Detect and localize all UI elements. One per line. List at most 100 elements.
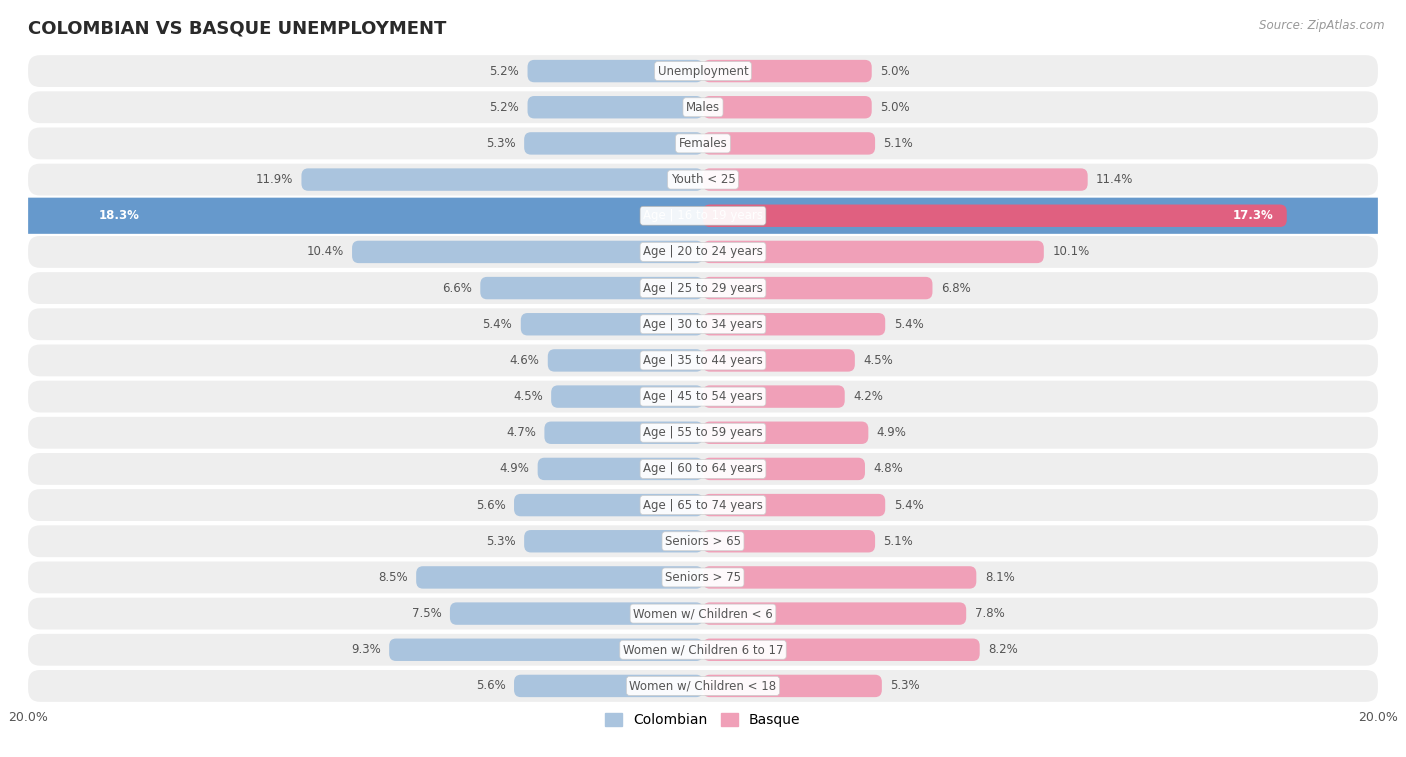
Text: 5.1%: 5.1% (883, 534, 914, 548)
FancyBboxPatch shape (28, 198, 1378, 234)
Text: Age | 65 to 74 years: Age | 65 to 74 years (643, 499, 763, 512)
Text: Women w/ Children 6 to 17: Women w/ Children 6 to 17 (623, 643, 783, 656)
Text: Source: ZipAtlas.com: Source: ZipAtlas.com (1260, 19, 1385, 32)
FancyBboxPatch shape (481, 277, 703, 299)
Text: 8.2%: 8.2% (988, 643, 1018, 656)
Text: Age | 60 to 64 years: Age | 60 to 64 years (643, 463, 763, 475)
Text: Unemployment: Unemployment (658, 64, 748, 77)
FancyBboxPatch shape (28, 525, 1378, 557)
FancyBboxPatch shape (703, 349, 855, 372)
Text: 4.7%: 4.7% (506, 426, 536, 439)
Text: Age | 55 to 59 years: Age | 55 to 59 years (643, 426, 763, 439)
Text: 11.4%: 11.4% (1097, 173, 1133, 186)
FancyBboxPatch shape (703, 639, 980, 661)
FancyBboxPatch shape (28, 164, 1378, 195)
Text: 5.4%: 5.4% (482, 318, 512, 331)
Text: Age | 35 to 44 years: Age | 35 to 44 years (643, 354, 763, 367)
Text: Age | 45 to 54 years: Age | 45 to 54 years (643, 390, 763, 403)
Text: 5.4%: 5.4% (894, 318, 924, 331)
FancyBboxPatch shape (703, 458, 865, 480)
Text: 10.1%: 10.1% (1052, 245, 1090, 258)
Text: Age | 25 to 29 years: Age | 25 to 29 years (643, 282, 763, 294)
FancyBboxPatch shape (703, 204, 1286, 227)
Text: Seniors > 75: Seniors > 75 (665, 571, 741, 584)
FancyBboxPatch shape (703, 566, 976, 589)
FancyBboxPatch shape (527, 96, 703, 118)
Text: 4.5%: 4.5% (513, 390, 543, 403)
Text: 18.3%: 18.3% (98, 209, 139, 223)
Text: 5.0%: 5.0% (880, 101, 910, 114)
Text: 6.6%: 6.6% (441, 282, 472, 294)
Text: 5.3%: 5.3% (890, 680, 920, 693)
FancyBboxPatch shape (86, 204, 703, 227)
Text: COLOMBIAN VS BASQUE UNEMPLOYMENT: COLOMBIAN VS BASQUE UNEMPLOYMENT (28, 20, 447, 38)
Text: 4.6%: 4.6% (509, 354, 540, 367)
Text: 10.4%: 10.4% (307, 245, 343, 258)
FancyBboxPatch shape (28, 273, 1378, 304)
Text: 11.9%: 11.9% (256, 173, 292, 186)
FancyBboxPatch shape (416, 566, 703, 589)
FancyBboxPatch shape (527, 60, 703, 83)
Legend: Colombian, Basque: Colombian, Basque (600, 708, 806, 733)
FancyBboxPatch shape (703, 60, 872, 83)
Text: 9.3%: 9.3% (352, 643, 381, 656)
FancyBboxPatch shape (703, 132, 875, 154)
FancyBboxPatch shape (524, 132, 703, 154)
Text: Women w/ Children < 18: Women w/ Children < 18 (630, 680, 776, 693)
Text: 7.5%: 7.5% (412, 607, 441, 620)
FancyBboxPatch shape (28, 92, 1378, 123)
FancyBboxPatch shape (28, 236, 1378, 268)
Text: Women w/ Children < 6: Women w/ Children < 6 (633, 607, 773, 620)
FancyBboxPatch shape (352, 241, 703, 263)
FancyBboxPatch shape (703, 674, 882, 697)
FancyBboxPatch shape (28, 670, 1378, 702)
FancyBboxPatch shape (544, 422, 703, 444)
Text: Age | 30 to 34 years: Age | 30 to 34 years (643, 318, 763, 331)
Text: 7.8%: 7.8% (974, 607, 1004, 620)
FancyBboxPatch shape (28, 634, 1378, 665)
Text: 5.3%: 5.3% (486, 137, 516, 150)
Text: 5.6%: 5.6% (475, 680, 506, 693)
FancyBboxPatch shape (28, 489, 1378, 521)
FancyBboxPatch shape (703, 277, 932, 299)
Text: Age | 20 to 24 years: Age | 20 to 24 years (643, 245, 763, 258)
FancyBboxPatch shape (524, 530, 703, 553)
Text: 4.8%: 4.8% (873, 463, 903, 475)
FancyBboxPatch shape (28, 55, 1378, 87)
Text: 5.0%: 5.0% (880, 64, 910, 77)
FancyBboxPatch shape (548, 349, 703, 372)
Text: 5.3%: 5.3% (486, 534, 516, 548)
FancyBboxPatch shape (28, 127, 1378, 159)
Text: Seniors > 65: Seniors > 65 (665, 534, 741, 548)
FancyBboxPatch shape (28, 381, 1378, 413)
FancyBboxPatch shape (28, 417, 1378, 449)
FancyBboxPatch shape (703, 168, 1088, 191)
FancyBboxPatch shape (520, 313, 703, 335)
FancyBboxPatch shape (703, 494, 886, 516)
FancyBboxPatch shape (389, 639, 703, 661)
Text: 4.9%: 4.9% (499, 463, 529, 475)
Text: Females: Females (679, 137, 727, 150)
FancyBboxPatch shape (537, 458, 703, 480)
FancyBboxPatch shape (28, 598, 1378, 630)
FancyBboxPatch shape (28, 308, 1378, 340)
FancyBboxPatch shape (28, 344, 1378, 376)
Text: 5.2%: 5.2% (489, 101, 519, 114)
Text: 8.5%: 8.5% (378, 571, 408, 584)
Text: 5.1%: 5.1% (883, 137, 914, 150)
FancyBboxPatch shape (703, 96, 872, 118)
FancyBboxPatch shape (551, 385, 703, 408)
FancyBboxPatch shape (703, 313, 886, 335)
Text: Youth < 25: Youth < 25 (671, 173, 735, 186)
FancyBboxPatch shape (703, 603, 966, 625)
Text: 5.4%: 5.4% (894, 499, 924, 512)
FancyBboxPatch shape (515, 674, 703, 697)
FancyBboxPatch shape (28, 453, 1378, 484)
FancyBboxPatch shape (703, 422, 869, 444)
FancyBboxPatch shape (703, 530, 875, 553)
Text: 5.2%: 5.2% (489, 64, 519, 77)
Text: 4.9%: 4.9% (877, 426, 907, 439)
FancyBboxPatch shape (28, 562, 1378, 593)
FancyBboxPatch shape (703, 385, 845, 408)
FancyBboxPatch shape (301, 168, 703, 191)
